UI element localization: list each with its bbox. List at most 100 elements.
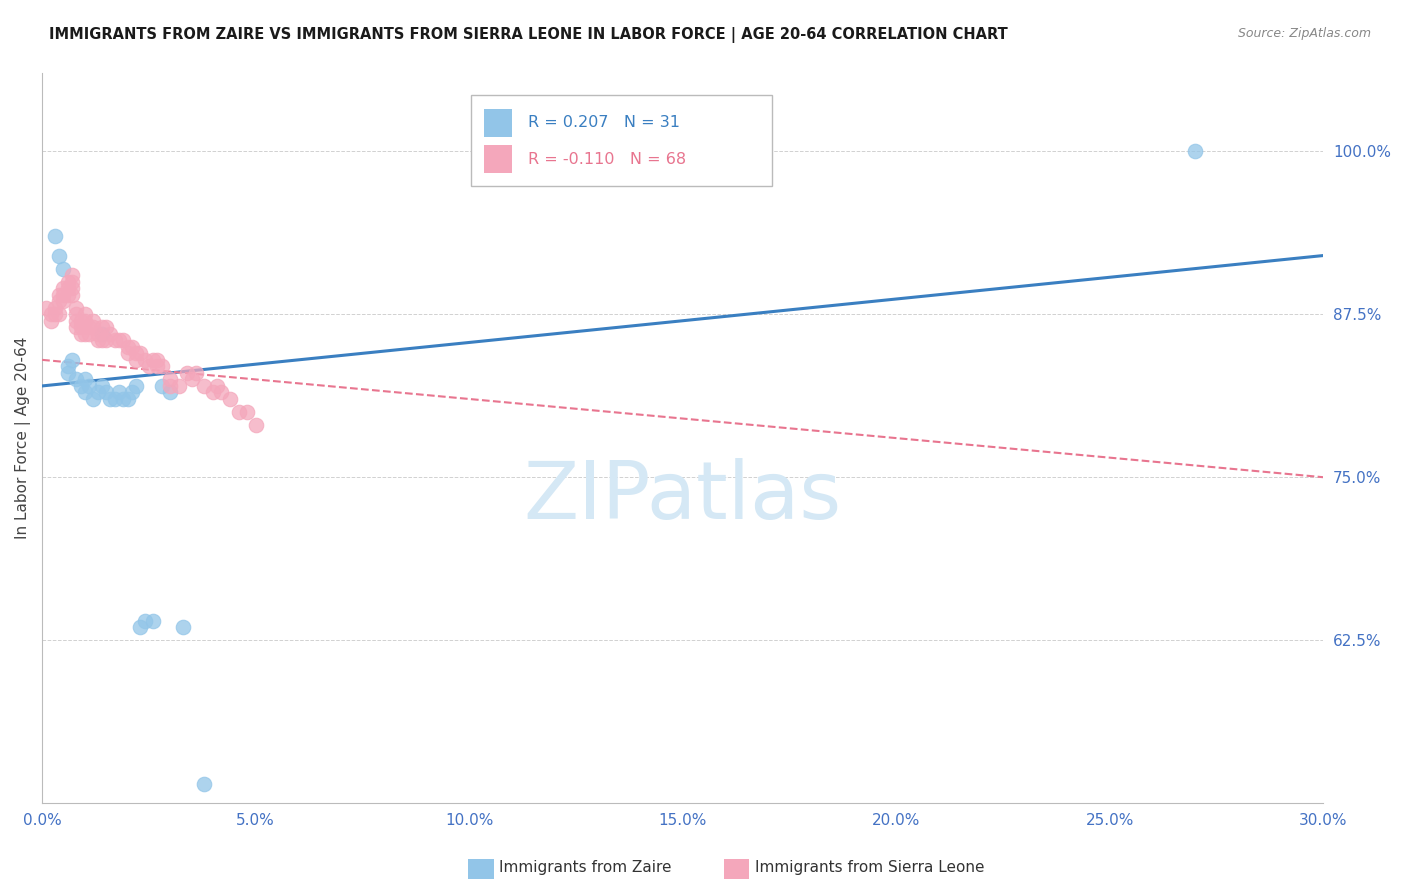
Point bbox=[69, 314, 91, 328]
Point bbox=[73, 307, 96, 321]
Point bbox=[142, 614, 165, 628]
Point bbox=[129, 346, 152, 360]
Point bbox=[56, 275, 79, 289]
Point bbox=[52, 281, 75, 295]
Point bbox=[121, 385, 143, 400]
Point bbox=[228, 405, 250, 419]
Point bbox=[48, 287, 70, 301]
Text: IMMIGRANTS FROM ZAIRE VS IMMIGRANTS FROM SIERRA LEONE IN LABOR FORCE | AGE 20-64: IMMIGRANTS FROM ZAIRE VS IMMIGRANTS FROM… bbox=[49, 27, 1008, 43]
Point bbox=[245, 418, 267, 433]
Point bbox=[65, 372, 87, 386]
Point bbox=[82, 314, 104, 328]
Point bbox=[65, 301, 87, 315]
Point bbox=[125, 352, 148, 367]
Point bbox=[82, 392, 104, 406]
Point bbox=[73, 385, 96, 400]
Point bbox=[193, 379, 215, 393]
Point bbox=[134, 352, 156, 367]
Point bbox=[150, 359, 173, 374]
Point bbox=[104, 392, 127, 406]
Point bbox=[60, 281, 83, 295]
Point bbox=[90, 326, 112, 341]
Point bbox=[125, 379, 148, 393]
Point bbox=[211, 385, 233, 400]
Point bbox=[60, 268, 83, 282]
Point bbox=[96, 334, 118, 348]
Point bbox=[104, 334, 127, 348]
Point bbox=[219, 392, 242, 406]
Point bbox=[73, 326, 96, 341]
Point bbox=[150, 379, 173, 393]
Point bbox=[56, 366, 79, 380]
Point bbox=[138, 359, 160, 374]
Point bbox=[90, 379, 112, 393]
Point bbox=[193, 777, 215, 791]
Text: Immigrants from Sierra Leone: Immigrants from Sierra Leone bbox=[755, 860, 984, 874]
Point bbox=[236, 405, 259, 419]
Point bbox=[121, 340, 143, 354]
Point bbox=[1184, 145, 1206, 159]
Point bbox=[77, 379, 100, 393]
Point bbox=[112, 392, 135, 406]
Point bbox=[48, 248, 70, 262]
Point bbox=[159, 385, 181, 400]
Point bbox=[52, 294, 75, 309]
Point bbox=[77, 326, 100, 341]
Point bbox=[180, 372, 202, 386]
Point bbox=[60, 287, 83, 301]
Point bbox=[44, 229, 66, 244]
Point bbox=[108, 385, 131, 400]
Point bbox=[65, 320, 87, 334]
Point bbox=[205, 379, 228, 393]
Point bbox=[60, 275, 83, 289]
Text: R = -0.110   N = 68: R = -0.110 N = 68 bbox=[527, 152, 686, 167]
Point bbox=[125, 346, 148, 360]
Point bbox=[52, 287, 75, 301]
Point bbox=[73, 372, 96, 386]
Point bbox=[77, 320, 100, 334]
Point bbox=[167, 379, 190, 393]
Bar bbox=[484, 145, 512, 173]
Point bbox=[69, 326, 91, 341]
Point bbox=[52, 261, 75, 276]
Y-axis label: In Labor Force | Age 20-64: In Labor Force | Age 20-64 bbox=[15, 337, 31, 540]
Point bbox=[100, 392, 122, 406]
Point bbox=[86, 385, 108, 400]
Point bbox=[134, 614, 156, 628]
Point bbox=[117, 392, 139, 406]
Point bbox=[39, 307, 62, 321]
Point bbox=[176, 366, 198, 380]
Point bbox=[44, 307, 66, 321]
Point bbox=[82, 320, 104, 334]
Point bbox=[117, 340, 139, 354]
Point bbox=[90, 320, 112, 334]
Point bbox=[129, 620, 152, 634]
Point bbox=[60, 352, 83, 367]
Point bbox=[146, 352, 169, 367]
Point bbox=[48, 307, 70, 321]
Point bbox=[56, 359, 79, 374]
FancyBboxPatch shape bbox=[471, 95, 772, 186]
Point bbox=[159, 372, 181, 386]
Point bbox=[201, 385, 224, 400]
Point bbox=[96, 320, 118, 334]
Point bbox=[56, 287, 79, 301]
Point bbox=[172, 620, 194, 634]
Text: Immigrants from Zaire: Immigrants from Zaire bbox=[499, 860, 672, 874]
Point bbox=[146, 359, 169, 374]
Point bbox=[108, 334, 131, 348]
Point bbox=[86, 326, 108, 341]
Point bbox=[44, 301, 66, 315]
Point bbox=[117, 346, 139, 360]
Text: ZIPatlas: ZIPatlas bbox=[523, 458, 842, 535]
Point bbox=[69, 320, 91, 334]
Point bbox=[96, 385, 118, 400]
Point bbox=[65, 307, 87, 321]
Point bbox=[86, 334, 108, 348]
Point bbox=[39, 314, 62, 328]
Point bbox=[69, 379, 91, 393]
Text: R = 0.207   N = 31: R = 0.207 N = 31 bbox=[527, 115, 679, 130]
Point bbox=[35, 301, 58, 315]
Point bbox=[73, 314, 96, 328]
Point bbox=[159, 379, 181, 393]
